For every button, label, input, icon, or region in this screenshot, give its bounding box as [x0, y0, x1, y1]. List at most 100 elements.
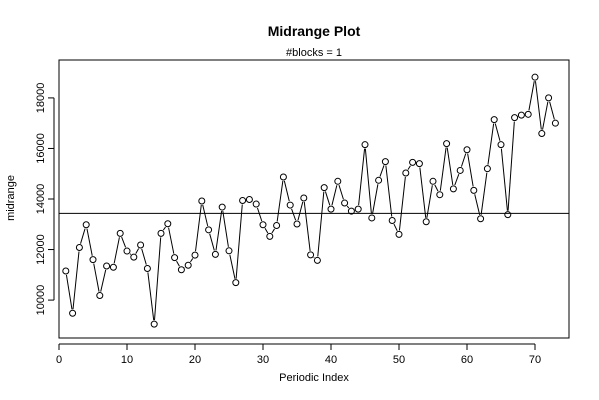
chart-title: Midrange Plot [268, 23, 361, 39]
data-point [517, 111, 525, 119]
data-point [198, 197, 206, 205]
series-segment [229, 254, 236, 279]
series-segment [65, 274, 73, 310]
data-point [531, 73, 539, 81]
data-point [279, 173, 287, 181]
series-segment [100, 269, 107, 292]
plot-area-frame [58, 59, 570, 339]
series-segment [358, 148, 366, 206]
series-segment [454, 174, 460, 186]
series-segment [393, 223, 398, 232]
data-point [245, 196, 253, 204]
y-axis-label: midrange [5, 175, 17, 221]
data-point [116, 229, 124, 237]
data-point [545, 94, 553, 102]
data-point [177, 266, 185, 274]
data-point [96, 292, 104, 300]
data-point [415, 160, 423, 168]
series-segment [549, 101, 555, 120]
data-point [211, 250, 219, 258]
data-point [143, 265, 151, 272]
series-segment [222, 210, 229, 247]
data-point [62, 267, 70, 275]
series-segment [446, 147, 454, 186]
x-tick-label: 60 [461, 354, 473, 366]
axes-layer: 0 10 20 30 40 50 60 70 10000 12000 14000 16000 18000 [35, 83, 541, 366]
x-tick-label: 10 [121, 354, 133, 366]
series-segment [379, 165, 385, 177]
series-segment [86, 228, 93, 256]
series-segment [398, 176, 406, 231]
series-segment [235, 204, 243, 279]
data-point [123, 247, 131, 255]
series-segment [385, 165, 393, 217]
series-segment [135, 248, 140, 254]
y-tick-label: 10000 [35, 285, 47, 316]
data-point [497, 141, 505, 149]
series-segment [297, 201, 304, 221]
data-point [511, 114, 519, 122]
data-point [75, 244, 83, 252]
data-point [361, 141, 369, 149]
data-point [103, 262, 111, 270]
data-point [354, 205, 362, 213]
x-axis-label: Periodic Index [279, 372, 349, 384]
series-segment [154, 237, 162, 321]
series-segment [283, 180, 290, 202]
series-segment [331, 185, 338, 206]
series-segment [324, 191, 331, 206]
data-point [286, 201, 294, 209]
data-point [375, 176, 383, 184]
series-segment [534, 81, 542, 130]
x-tick-label: 30 [257, 354, 269, 366]
series-segment [93, 263, 100, 292]
series-segment [507, 121, 515, 211]
series-segment [480, 172, 488, 215]
series-segment [121, 236, 127, 248]
data-point [130, 253, 138, 261]
data-point [205, 226, 213, 234]
series-segment [500, 148, 508, 211]
data-point [69, 309, 77, 317]
series-segment [439, 147, 447, 191]
data-point [273, 222, 281, 230]
series-segment [129, 253, 132, 255]
series-segment [460, 153, 467, 167]
y-tick-label: 16000 [35, 133, 47, 164]
series-segment [346, 205, 350, 209]
data-point [436, 191, 444, 199]
data-point [232, 279, 240, 287]
series-segment [147, 272, 155, 321]
data-point [429, 177, 437, 185]
series-segment [271, 228, 275, 234]
series-segment [419, 167, 427, 218]
data-point [483, 165, 491, 173]
series-segment [209, 233, 215, 251]
data-point [490, 116, 498, 124]
data-point [395, 230, 403, 238]
data-point [157, 229, 165, 237]
data-point [320, 184, 328, 192]
series-segment [202, 204, 209, 227]
series-segment [317, 191, 325, 257]
data-point [463, 146, 471, 154]
series-segment [80, 228, 86, 244]
data-point [368, 214, 376, 222]
data-point [225, 247, 233, 255]
chart-subtitle: #blocks = 1 [286, 47, 342, 59]
x-tick-label: 0 [56, 354, 62, 366]
series-segment [195, 204, 202, 252]
series-segment [338, 184, 344, 200]
series-segment [256, 207, 263, 222]
series-segment [176, 260, 180, 267]
series-segment [426, 185, 433, 218]
series-segment [467, 153, 474, 187]
data-point [218, 203, 226, 211]
data-point [409, 158, 417, 166]
data-point [334, 177, 342, 185]
x-tick-label: 50 [393, 354, 405, 366]
data-point [347, 207, 355, 215]
x-tick-label: 40 [325, 354, 337, 366]
data-point [239, 197, 247, 205]
